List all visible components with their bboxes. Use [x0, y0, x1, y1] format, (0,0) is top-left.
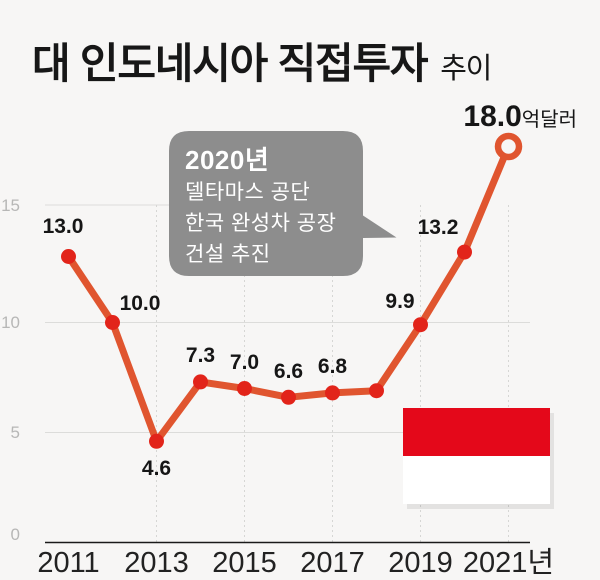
- svg-text:13.0: 13.0: [43, 215, 84, 238]
- svg-text:2011: 2011: [37, 547, 99, 579]
- svg-text:9.9: 9.9: [385, 290, 414, 313]
- svg-text:2021년: 2021년: [463, 547, 554, 579]
- svg-text:2019: 2019: [388, 547, 453, 579]
- svg-text:6.6: 6.6: [274, 360, 303, 383]
- svg-text:델타마스 공단: 델타마스 공단: [185, 181, 310, 204]
- svg-text:한국 완성차 공장: 한국 완성차 공장: [185, 212, 336, 235]
- svg-text:0: 0: [11, 525, 20, 544]
- svg-text:2020년: 2020년: [185, 145, 269, 175]
- svg-text:18.0억달러: 18.0억달러: [463, 100, 577, 133]
- svg-text:5: 5: [11, 423, 20, 442]
- svg-text:4.6: 4.6: [142, 457, 171, 480]
- svg-text:2017: 2017: [300, 547, 365, 579]
- svg-text:10.0: 10.0: [120, 292, 161, 315]
- svg-text:건설 추진: 건설 추진: [185, 243, 271, 266]
- svg-text:7.3: 7.3: [186, 344, 215, 367]
- svg-text:6.8: 6.8: [318, 355, 348, 378]
- svg-text:10: 10: [1, 313, 20, 332]
- svg-text:13.2: 13.2: [418, 216, 459, 239]
- svg-text:15: 15: [1, 196, 20, 215]
- svg-text:7.0: 7.0: [230, 351, 259, 374]
- svg-text:2013: 2013: [124, 547, 189, 579]
- svg-text:2015: 2015: [212, 547, 277, 579]
